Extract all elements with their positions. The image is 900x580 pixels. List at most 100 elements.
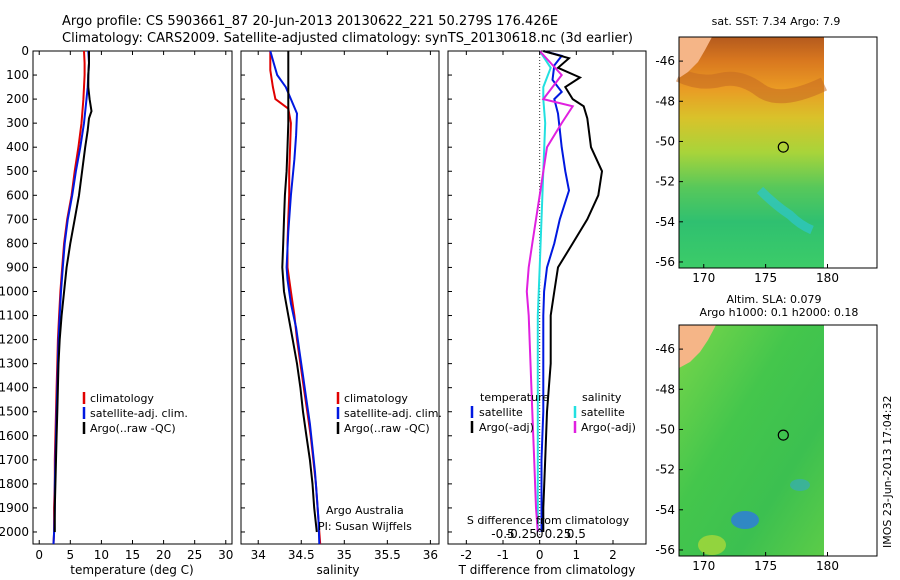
x-tick-label: 2 xyxy=(609,548,617,562)
y-tick-label: 1600 xyxy=(0,429,29,443)
top-tick-label: 0.5 xyxy=(567,527,586,541)
land-new-zealand xyxy=(679,325,716,368)
map-y-tick-label: -54 xyxy=(655,503,675,517)
map-y-tick-label: -54 xyxy=(655,215,675,229)
sst-map: sat. SST: 7.34 Argo: 7.9 170 175 180 -46 -48… xyxy=(655,15,878,285)
x-tick-label: 36 xyxy=(423,548,438,562)
legend-temperature-title: temperature xyxy=(480,391,549,404)
top-tick-label: 0.25 xyxy=(545,527,572,541)
x-tick-label: -2 xyxy=(460,548,472,562)
sla-low-anomaly-2 xyxy=(790,479,810,491)
legend-sal-satellite-label: satellite xyxy=(581,406,625,419)
legend-climatology-label: climatology xyxy=(344,392,408,405)
sla-map-frame xyxy=(678,324,878,557)
x-tick-label: 10 xyxy=(94,548,109,562)
map-x-tick-label: 170 xyxy=(692,271,715,285)
y-tick-label: 1400 xyxy=(0,381,29,395)
temperature-legend: climatology satellite-adj. clim. Argo(..… xyxy=(82,392,188,435)
x-tick-label: 0 xyxy=(536,548,544,562)
y-tick-label: 900 xyxy=(6,260,29,274)
difference-legend: temperature satellite Argo(-adj) salinit… xyxy=(470,391,636,434)
series-argo-raw-qc xyxy=(281,51,318,533)
y-tick-label: 700 xyxy=(6,212,29,226)
legend-temp-satellite-label: satellite xyxy=(479,406,523,419)
y-tick-label: 800 xyxy=(6,236,29,250)
map-y-tick-label: -50 xyxy=(655,134,675,148)
legend-satellite-label: satellite-adj. clim. xyxy=(90,407,188,420)
map-x-tick-label: 175 xyxy=(754,271,777,285)
sla-high-anomaly xyxy=(698,535,726,555)
y-tick-label: 500 xyxy=(6,164,29,178)
y-tick-label: 0 xyxy=(21,44,29,58)
x-tick-label: 35.5 xyxy=(374,548,401,562)
y-tick-label: 1000 xyxy=(0,284,29,298)
land-new-zealand xyxy=(679,37,712,78)
series-temperature-argo-adj xyxy=(542,50,604,532)
series-salinity-satellite xyxy=(536,50,552,532)
sst-cold-filament xyxy=(756,186,814,235)
x-tick-label: 5 xyxy=(66,548,74,562)
sla-map-title-1: Altim. SLA: 0.079 xyxy=(726,293,821,306)
legend-satellite-label: satellite-adj. clim. xyxy=(344,407,442,420)
x-tick-label: 1 xyxy=(573,548,581,562)
salinity-xlabel: salinity xyxy=(316,563,359,577)
map-x-tick-label: 175 xyxy=(754,559,777,573)
y-tick-label: 1100 xyxy=(0,309,29,323)
y-tick-label: 100 xyxy=(6,68,29,82)
x-tick-label: 15 xyxy=(125,548,140,562)
map-x-tick-label: 180 xyxy=(816,271,839,285)
map-x-tick-label: 180 xyxy=(816,559,839,573)
map-y-tick-label: -48 xyxy=(655,382,675,396)
imos-timestamp: IMOS 23-Jun-2013 17:04:32 xyxy=(881,395,894,548)
temperature-plot-frame xyxy=(32,50,233,545)
map-y-tick-label: -56 xyxy=(655,543,675,557)
y-tick-label: 1900 xyxy=(0,501,29,515)
sst-field xyxy=(679,37,824,268)
salinity-plot-frame xyxy=(240,50,440,545)
map-x-tick-label: 170 xyxy=(692,559,715,573)
map-y-tick-label: -52 xyxy=(655,175,675,189)
x-tick-label: 20 xyxy=(156,548,171,562)
x-tick-label: 34.5 xyxy=(288,548,315,562)
legend-temp-argo-label: Argo(-adj) xyxy=(479,421,534,434)
s-difference-label: S difference from climatology xyxy=(467,514,630,527)
top-tick-label: -0.25 xyxy=(506,527,537,541)
y-tick-label: 1200 xyxy=(0,333,29,347)
difference-panel: -2 -1 0 1 2 -0.5-0.250 0.250.5 S difference f… xyxy=(447,50,647,577)
x-tick-label: 25 xyxy=(187,548,202,562)
series-temperature-satellite xyxy=(540,50,571,532)
legend-salinity-title: salinity xyxy=(582,391,622,404)
y-tick-label: 1700 xyxy=(0,453,29,467)
float-position-marker xyxy=(777,141,789,153)
map-y-tick-label: -46 xyxy=(655,342,675,356)
map-y-tick-label: -50 xyxy=(655,422,675,436)
map-y-tick-label: -48 xyxy=(655,94,675,108)
header-line-2: Climatology: CARS2009. Satellite-adjuste… xyxy=(62,31,633,46)
x-tick-label: 0 xyxy=(35,548,43,562)
sst-warm-band xyxy=(675,68,828,104)
x-tick-label: 35 xyxy=(337,548,352,562)
y-tick-label: 2000 xyxy=(0,525,29,539)
top-tick-label: 0 xyxy=(536,527,544,541)
x-tick-label: 34 xyxy=(251,548,266,562)
y-tick-label: 1300 xyxy=(0,357,29,371)
y-tick-label: 400 xyxy=(6,140,29,154)
float-position-marker xyxy=(777,429,789,441)
difference-plot-frame xyxy=(447,50,647,545)
annotation-pi: PI: Susan Wijffels xyxy=(318,520,412,533)
sla-map-title-2: Argo h1000: 0.1 h2000: 0.18 xyxy=(700,306,859,319)
temperature-panel: 0 5 10 15 20 25 30 0 100 200 300 400 500 600 700 800 90… xyxy=(0,44,233,577)
legend-sal-argo-label: Argo(-adj) xyxy=(581,421,636,434)
x-tick-label: -1 xyxy=(497,548,509,562)
map-y-tick-label: -52 xyxy=(655,463,675,477)
annotation-argo-australia: Argo Australia xyxy=(326,504,404,517)
x-tick-label: 30 xyxy=(218,548,233,562)
y-tick-label: 200 xyxy=(6,92,29,106)
sst-map-frame xyxy=(678,36,878,269)
top-tick-label: -0.5 xyxy=(491,527,514,541)
legend-climatology-label: climatology xyxy=(90,392,154,405)
series-salinity-argo-adj xyxy=(525,50,575,533)
map-y-tick-label: -46 xyxy=(655,54,675,68)
header-line-1: Argo profile: CS 5903661_87 20-Jun-2013 … xyxy=(62,14,558,29)
